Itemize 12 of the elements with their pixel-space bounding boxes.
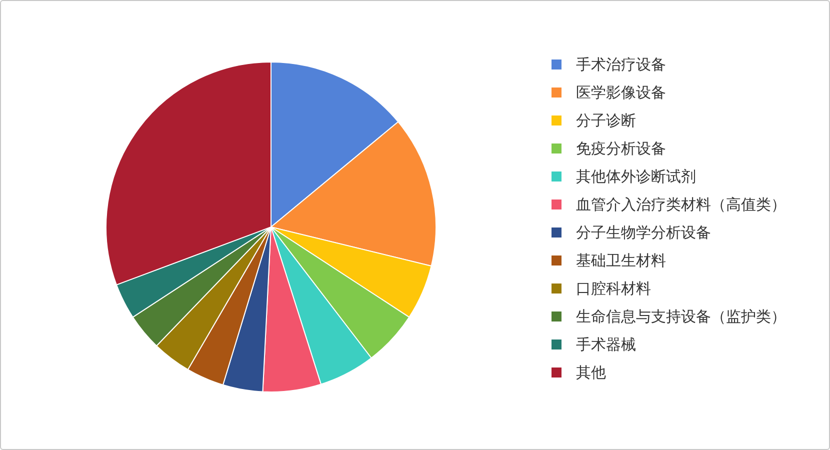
legend-label: 手术器械 [576, 336, 636, 354]
legend-label: 其他 [576, 364, 606, 382]
legend-label: 手术治疗设备 [576, 56, 666, 74]
legend-label: 血管介入治疗类材料（高值类） [576, 196, 786, 214]
legend-label: 免疫分析设备 [576, 140, 666, 158]
legend-label: 其他体外诊断试剂 [576, 168, 696, 186]
legend-label: 分子生物学分析设备 [576, 224, 711, 242]
legend-label: 生命信息与支持设备（监护类） [576, 308, 786, 326]
legend-label: 口腔科材料 [576, 280, 651, 298]
legend-label: 基础卫生材料 [576, 252, 666, 270]
legend-label: 分子诊断 [576, 112, 636, 130]
legend-label: 医学影像设备 [576, 84, 666, 102]
